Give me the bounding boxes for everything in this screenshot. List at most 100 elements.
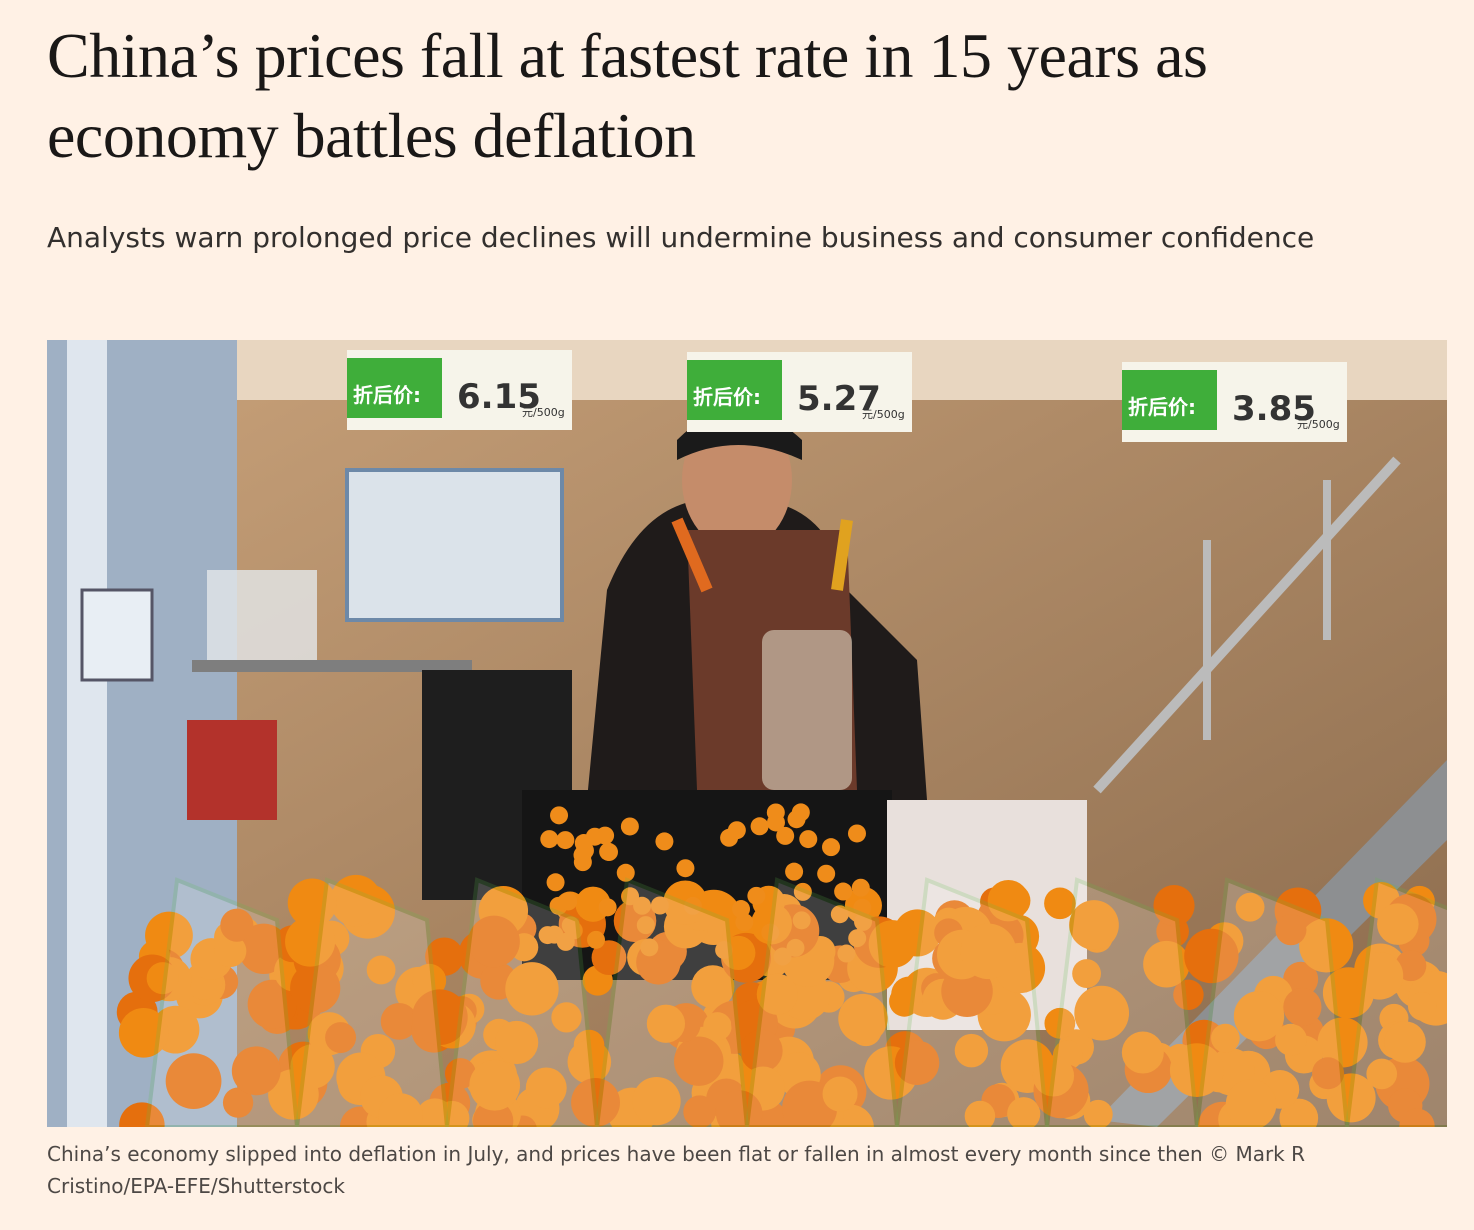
orange [1317,1017,1368,1068]
orange [222,1087,254,1118]
price-tag-band [1122,370,1217,430]
orange [1074,985,1130,1041]
orange [571,1078,620,1127]
orange [703,1012,732,1041]
orange [469,1059,521,1111]
tag-label: 折后价: [1128,395,1196,419]
tag-price: 5.27 [797,379,881,419]
orange [1083,1099,1113,1127]
orange [676,859,695,878]
orange [1384,1021,1426,1063]
orange [556,932,575,951]
tag-unit: 元/500g [1297,418,1340,431]
orange [1225,1079,1277,1127]
orange [854,912,873,931]
orange [1283,961,1319,997]
orange [894,1040,940,1086]
orange [1355,951,1404,1000]
orange [1299,918,1354,973]
orange [268,1069,319,1120]
orange [1407,991,1437,1021]
orange [830,905,849,924]
orange [756,973,798,1015]
orange [1275,1023,1307,1056]
bag [294,877,450,1127]
orange [1143,940,1190,988]
orange [987,879,1030,922]
orange [799,830,818,849]
bag [1194,877,1350,1127]
orange [761,923,780,942]
orange [715,941,734,960]
bag [1344,877,1447,1127]
orange [851,878,870,897]
orange [378,1093,423,1127]
orange [559,892,578,911]
orange [793,882,812,901]
orange [444,1058,476,1090]
bag [744,877,900,1127]
orange [214,934,247,968]
orange [785,862,804,881]
orange [573,853,592,872]
orange [691,965,735,1009]
orange [646,1004,686,1043]
orange [525,1067,567,1109]
orange [834,882,853,901]
orange [786,938,805,957]
orange [954,1033,989,1068]
orange [146,962,179,995]
orange [1283,987,1322,1027]
orange [674,1036,724,1086]
orange [325,1022,357,1054]
orange [366,955,396,985]
orange [683,1095,716,1127]
orange [1173,979,1204,1010]
orange [561,916,580,935]
orange [776,826,795,845]
price-tag-band [687,360,782,420]
orange [640,938,659,957]
tag-unit: 元/500g [862,408,905,421]
orange [412,989,468,1045]
orange [822,838,841,857]
orange [750,817,769,836]
orange [792,911,811,930]
orange [1044,1007,1076,1039]
orange [587,930,606,949]
caption: China’s economy slipped into deflation i… [47,1142,1306,1198]
orange [551,1002,582,1033]
orange [550,806,569,825]
orange [285,916,336,967]
bag [894,877,1050,1127]
orange [598,898,617,917]
orange [817,864,836,883]
price-tag-band [347,358,442,418]
orange [596,826,615,845]
orange [540,830,559,849]
orange [1399,1108,1435,1127]
orange [1210,1023,1240,1053]
orange [330,874,382,927]
orange [1044,887,1076,920]
orange [636,916,655,935]
orange [1072,959,1101,988]
orange [747,886,766,905]
orange [599,842,618,861]
orange [556,831,575,850]
orange [964,1100,996,1127]
orange [838,993,888,1044]
orange [567,1040,612,1084]
orange [380,1002,418,1040]
orange [655,832,674,851]
orange [1121,1031,1164,1074]
orange [1366,1058,1398,1090]
orange [290,963,341,1014]
orange [837,944,856,963]
standfirst: Analysts warn prolonged price declines w… [47,221,1315,254]
orange [632,1076,681,1126]
tag-label: 折后价: [693,385,761,409]
bag [144,877,300,1127]
